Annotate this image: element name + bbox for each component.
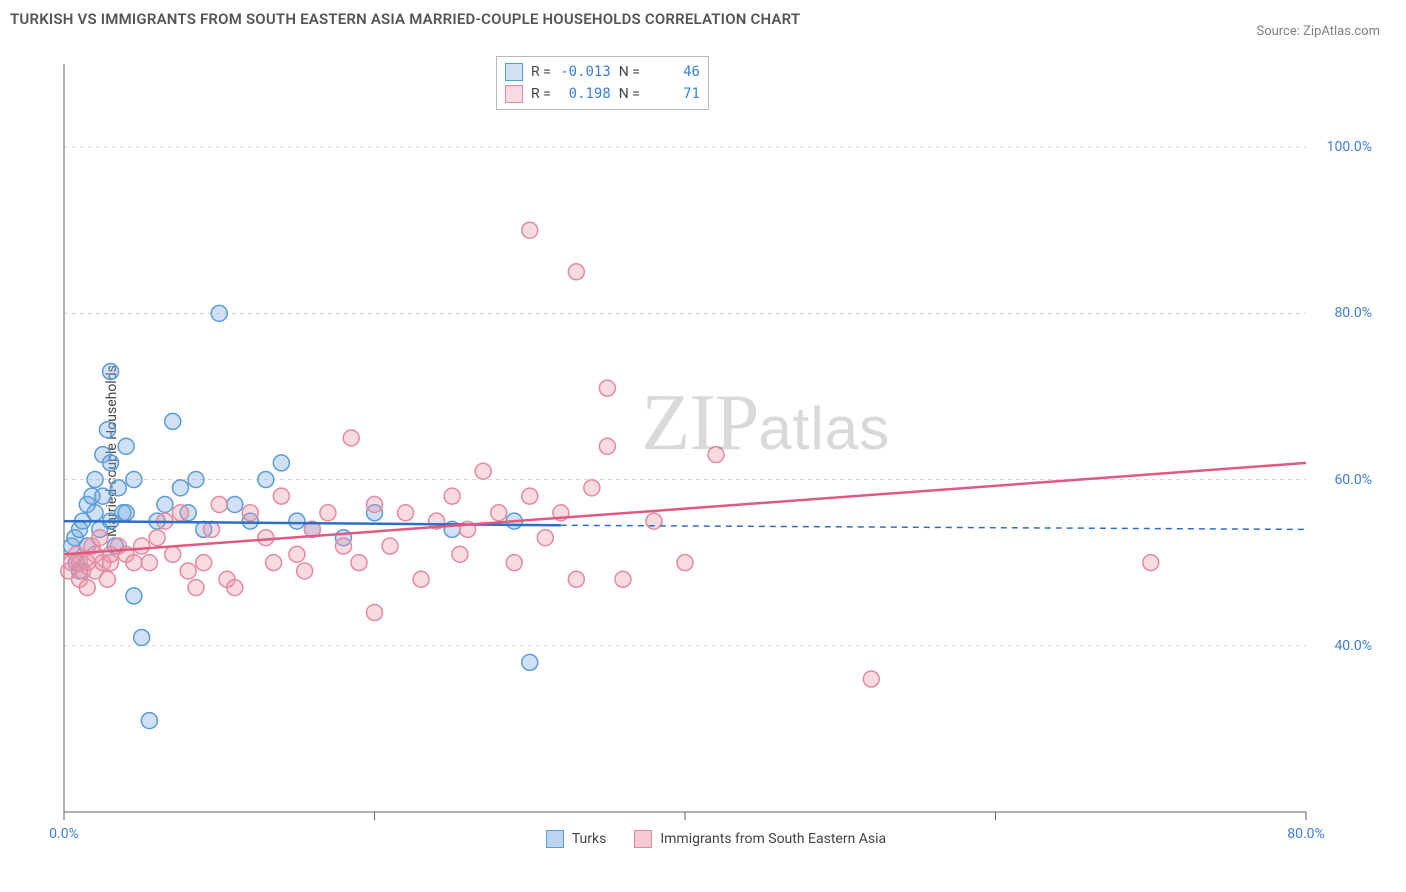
r-label: R =: [531, 86, 551, 102]
stats-row-series0: R = -0.013 N = 46: [505, 61, 700, 83]
stats-row-series1: R = 0.198 N = 71: [505, 83, 700, 105]
y-tick-label: 40.0%: [1334, 638, 1372, 654]
n-label: N =: [619, 64, 640, 80]
chart-container: TURKISH VS IMMIGRANTS FROM SOUTH EASTERN…: [10, 10, 1396, 882]
scatter-svg: [56, 56, 1376, 846]
r-value-series0: -0.013: [559, 64, 611, 80]
legend-item-series0: Turks: [546, 830, 607, 848]
x-tick-label: 80.0%: [1287, 826, 1325, 842]
series-legend: Turks Immigrants from South Eastern Asia: [56, 830, 1376, 848]
n-label: N =: [619, 86, 640, 102]
legend-item-series1: Immigrants from South Eastern Asia: [634, 830, 886, 848]
plot-area: Married-couple Households ZIPatlas R = -…: [56, 56, 1376, 846]
source-attribution: Source: ZipAtlas.com: [1256, 24, 1380, 39]
swatch-series0-bottom: [546, 830, 564, 848]
y-tick-label: 100.0%: [1327, 139, 1372, 155]
swatch-series1: [505, 85, 523, 103]
chart-title: TURKISH VS IMMIGRANTS FROM SOUTH EASTERN…: [10, 10, 1396, 28]
n-value-series1: 71: [648, 86, 700, 102]
legend-label-series0: Turks: [572, 831, 607, 847]
legend-label-series1: Immigrants from South Eastern Asia: [660, 831, 886, 847]
stats-legend: R = -0.013 N = 46 R = 0.198 N = 71: [496, 56, 709, 110]
y-tick-label: 60.0%: [1334, 472, 1372, 488]
x-tick-label: 0.0%: [49, 826, 79, 842]
r-value-series1: 0.198: [559, 86, 611, 102]
swatch-series1-bottom: [634, 830, 652, 848]
y-tick-label: 80.0%: [1334, 305, 1372, 321]
swatch-series0: [505, 63, 523, 81]
r-label: R =: [531, 64, 551, 80]
n-value-series0: 46: [648, 64, 700, 80]
